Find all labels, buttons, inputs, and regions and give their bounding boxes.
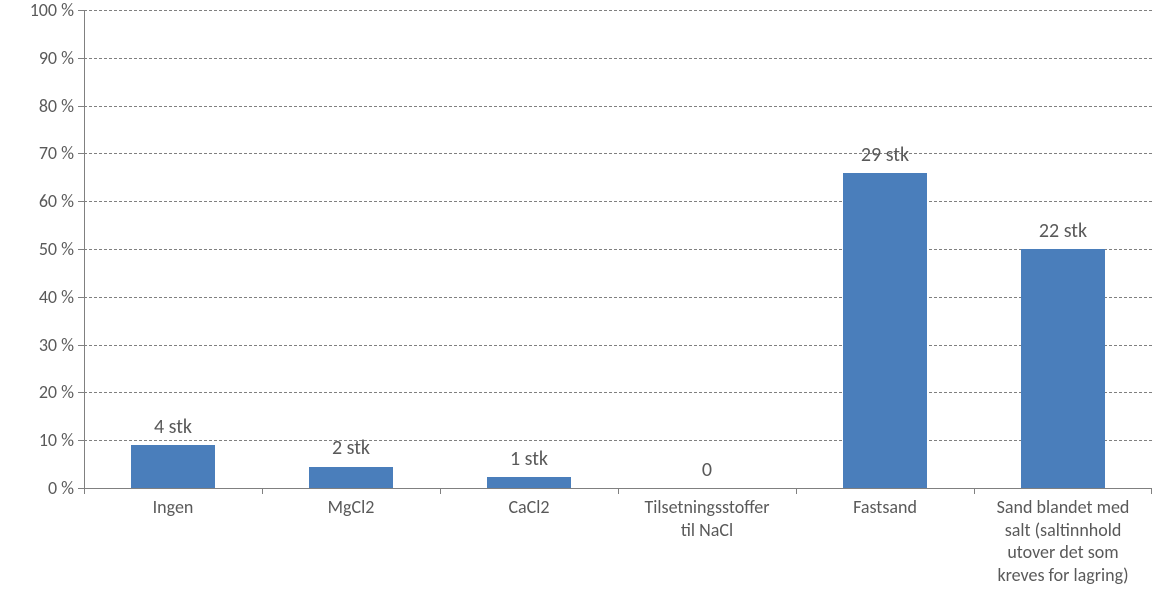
bar-chart: 0 %10 %20 %30 %40 %50 %60 %70 %80 %90 %1… xyxy=(0,0,1167,602)
data-label: 22 stk xyxy=(1039,219,1087,243)
gridline xyxy=(84,297,1152,298)
y-axis xyxy=(84,10,85,488)
bar xyxy=(131,445,215,488)
gridline xyxy=(84,345,1152,346)
data-label: 4 stk xyxy=(154,415,192,439)
gridline xyxy=(84,392,1152,393)
data-label: 1 stk xyxy=(510,447,548,471)
x-tick-label: Fastsand xyxy=(796,488,974,519)
y-tick-label: 100 % xyxy=(30,0,84,21)
bar xyxy=(309,467,393,489)
data-label: 29 stk xyxy=(861,143,909,167)
bar xyxy=(1021,249,1105,488)
gridline xyxy=(84,153,1152,154)
gridline xyxy=(84,249,1152,250)
gridline xyxy=(84,440,1152,441)
x-tick-label: Sand blandet medsalt (saltinnholdutover … xyxy=(974,488,1152,586)
gridline xyxy=(84,201,1152,202)
gridline xyxy=(84,106,1152,107)
data-label: 0 xyxy=(702,458,712,482)
gridline xyxy=(84,58,1152,59)
bar xyxy=(487,477,571,488)
x-tick-label: CaCl2 xyxy=(440,488,618,519)
plot-area: 0 %10 %20 %30 %40 %50 %60 %70 %80 %90 %1… xyxy=(84,10,1152,488)
x-tick-label: Ingen xyxy=(84,488,262,519)
gridline xyxy=(84,10,1152,11)
x-tick-label: MgCl2 xyxy=(262,488,440,519)
bar xyxy=(843,173,927,488)
data-label: 2 stk xyxy=(332,436,370,460)
x-tick-label: Tilsetningsstoffertil NaCl xyxy=(618,488,796,541)
